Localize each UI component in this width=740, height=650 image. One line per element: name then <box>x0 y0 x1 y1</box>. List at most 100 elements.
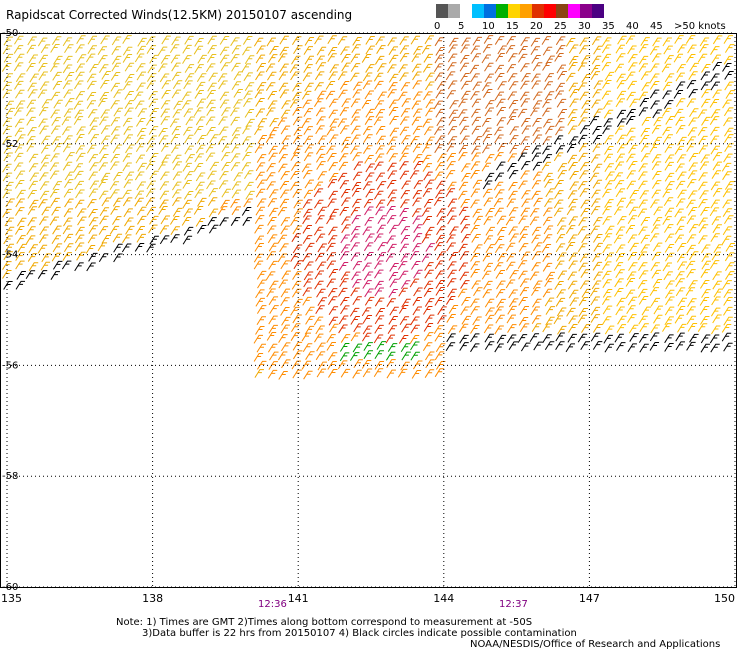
wind-barb <box>73 116 84 125</box>
wind-barb <box>254 242 264 252</box>
wind-barb <box>590 64 601 74</box>
wind-barb <box>649 63 660 73</box>
lon-label: 138 <box>142 592 163 605</box>
wind-barb <box>470 261 480 271</box>
wind-barb <box>652 242 663 252</box>
wind-barb <box>530 46 540 55</box>
wind-barb <box>508 207 519 217</box>
wind-barb <box>277 234 288 244</box>
wind-barb <box>254 126 264 136</box>
wind-barb <box>447 136 458 146</box>
wind-barb <box>469 298 480 308</box>
wind-barb <box>542 154 553 163</box>
wind-barb <box>185 154 195 163</box>
wind-barb <box>701 289 711 298</box>
wind-barb <box>110 117 120 127</box>
wind-barb <box>496 298 506 308</box>
wind-barb <box>616 134 627 144</box>
wind-barb <box>244 55 255 64</box>
wind-barb <box>593 217 603 226</box>
wind-barb <box>613 262 624 271</box>
wind-barb <box>472 81 482 91</box>
wind-barb <box>14 118 25 128</box>
wind-barb <box>649 80 660 90</box>
wind-barb <box>265 82 276 91</box>
wind-barb <box>461 163 471 173</box>
wind-barb <box>688 152 699 162</box>
wind-barb <box>509 233 519 243</box>
wind-barb <box>62 143 73 153</box>
wind-barb <box>471 116 481 126</box>
wind-barb <box>458 243 468 253</box>
wind-barb <box>508 81 519 91</box>
legend-swatch <box>448 4 460 18</box>
wind-barb <box>269 280 279 290</box>
wind-barb <box>602 244 612 254</box>
wind-barb <box>577 134 588 144</box>
wind-barb <box>448 251 459 261</box>
wind-barb <box>447 62 457 72</box>
wind-barb <box>76 152 86 162</box>
wind-barb <box>388 224 399 234</box>
wind-barb <box>531 73 541 83</box>
wind-barb <box>662 323 672 332</box>
wind-barb <box>328 162 338 171</box>
wind-barb <box>471 125 481 135</box>
wind-barb <box>303 46 313 55</box>
wind-barb <box>638 44 649 53</box>
wind-barb <box>710 307 721 317</box>
wind-barb <box>169 118 180 128</box>
wind-barb <box>363 350 373 360</box>
wind-barb <box>602 216 612 225</box>
wind-barb <box>625 116 636 125</box>
wind-barb <box>723 306 733 316</box>
wind-barb <box>388 82 398 91</box>
wind-barb <box>328 316 339 326</box>
wind-barb <box>603 100 613 110</box>
wind-barb <box>340 334 351 343</box>
wind-barb <box>110 206 120 215</box>
wind-barb <box>569 170 579 180</box>
wind-barb <box>147 135 157 145</box>
lon-label: 135 <box>1 592 22 605</box>
wind-barb <box>267 90 277 100</box>
wind-barb <box>184 35 194 45</box>
wind-barb <box>698 217 708 227</box>
legend-swatch <box>592 4 604 18</box>
wind-barb <box>350 226 361 235</box>
wind-barb <box>709 99 720 108</box>
wind-barb <box>256 82 267 91</box>
wind-barb <box>207 217 217 226</box>
wind-barb <box>616 297 626 307</box>
wind-barb <box>506 36 516 45</box>
wind-barb <box>662 81 673 91</box>
wind-barb <box>698 135 708 145</box>
wind-barb <box>422 216 433 225</box>
wind-barb <box>518 180 528 190</box>
wind-barb <box>482 188 493 198</box>
wind-barb <box>326 278 336 288</box>
wind-barb <box>485 100 495 109</box>
wind-barb <box>280 225 290 235</box>
wind-barb <box>13 62 24 72</box>
wind-barb <box>304 82 314 92</box>
wind-barb <box>424 314 435 324</box>
wind-barb <box>663 197 674 207</box>
wind-barb <box>136 134 146 144</box>
wind-barb <box>255 54 266 64</box>
wind-barb <box>603 334 613 344</box>
wind-barb <box>544 179 554 188</box>
wind-barb <box>412 197 422 207</box>
wind-barb <box>218 80 228 90</box>
wind-barb <box>724 181 735 190</box>
legend-label: 5 <box>458 21 465 32</box>
wind-barb <box>315 325 325 335</box>
wind-barb <box>592 341 603 350</box>
wind-barb <box>674 208 684 218</box>
wind-barb <box>255 325 265 335</box>
wind-barb <box>687 323 698 332</box>
wind-barb <box>37 89 48 99</box>
wind-barb <box>401 323 411 333</box>
wind-barb <box>713 288 723 298</box>
wind-barb <box>63 217 73 227</box>
